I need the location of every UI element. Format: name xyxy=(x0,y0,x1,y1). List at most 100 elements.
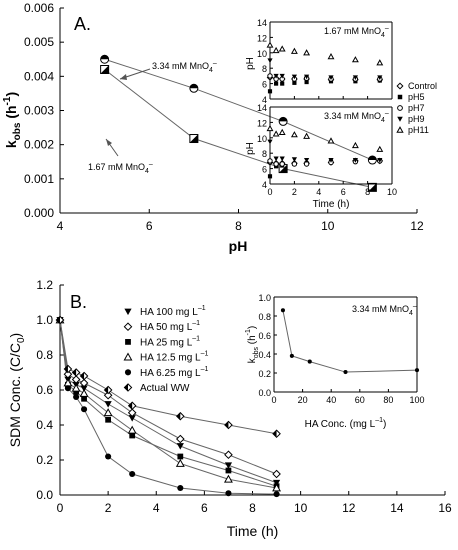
data-point xyxy=(176,411,185,421)
y-tick-label: 0.6 xyxy=(258,331,271,341)
data-point xyxy=(278,128,286,135)
legend-label: HA 12.5 mg L–1 xyxy=(140,351,208,364)
data-point xyxy=(103,385,113,395)
data-point xyxy=(79,388,89,397)
data-point xyxy=(272,479,281,487)
data-point xyxy=(127,425,137,434)
data-point xyxy=(267,73,273,79)
y-tick-label: 0.0 xyxy=(258,388,271,398)
data-point xyxy=(278,116,288,126)
data-point xyxy=(272,130,280,137)
y-tick-label: 0.8 xyxy=(258,312,271,322)
data-point xyxy=(414,368,420,373)
data-point xyxy=(175,458,185,467)
x-axis-title: Time (h) xyxy=(313,199,350,210)
y-tick-label: 0.0 xyxy=(36,488,53,502)
series-line xyxy=(282,310,418,373)
legend-label: Control xyxy=(408,81,437,91)
arrowhead xyxy=(106,139,112,146)
data-point xyxy=(376,59,384,66)
y-axis-title: pH xyxy=(245,142,256,155)
data-point xyxy=(273,161,279,167)
data-point xyxy=(129,470,136,478)
x-tick-label: 0 xyxy=(271,395,276,405)
panel-b-chart: 0 2 4 6 8 10 12 14 16 0.0 0.2 0.4 0.6 0.8 1.0 1.2 Time (… xyxy=(7,278,452,539)
data-point xyxy=(290,47,298,54)
data-point-fill xyxy=(368,183,377,192)
series-line xyxy=(104,69,373,188)
y-tick-label: 0.2 xyxy=(258,369,271,379)
panel-label: A. xyxy=(74,14,91,34)
data-point-fill xyxy=(224,421,229,429)
panel-a-inset-top: 4 6 8 10 12 14 pH 1.67 mM MnO4– xyxy=(245,18,393,105)
y-tick-label: 12 xyxy=(257,118,267,128)
x-tick-label: 2 xyxy=(105,501,112,515)
data-point xyxy=(273,156,279,162)
data-point xyxy=(352,75,358,81)
data-point xyxy=(225,490,232,497)
data-point xyxy=(176,434,185,444)
legend-marker xyxy=(125,339,131,345)
legend-marker xyxy=(123,352,133,361)
data-point xyxy=(367,182,377,192)
data-point xyxy=(304,79,309,85)
x-tick-label: 8 xyxy=(249,501,256,515)
y-tick-label: 1.2 xyxy=(36,278,53,292)
y-tick-label: 0.4 xyxy=(258,350,271,360)
panel-a-inset-bottom: 0 2 4 6 8 10 4 6 8 10 12 14 pH Time (h) 3.34 mM MnO4– xyxy=(245,103,397,210)
data-point xyxy=(100,54,110,64)
x-tick-label: 12 xyxy=(410,219,424,233)
data-point xyxy=(289,353,294,358)
legend-label: HA 50 mg L–1 xyxy=(140,320,200,333)
x-axis-title: pH xyxy=(229,238,248,254)
data-point xyxy=(103,408,113,417)
x-tick-label: 10 xyxy=(387,187,397,197)
x-tick-label: 4 xyxy=(316,187,321,197)
data-point xyxy=(327,53,335,60)
data-point xyxy=(73,393,80,401)
data-point xyxy=(278,45,286,52)
data-point xyxy=(352,158,358,163)
data-point xyxy=(100,65,110,74)
data-point xyxy=(104,401,112,408)
data-point-fill xyxy=(189,84,198,89)
panel-b-legend: HA 100 mg L–1 HA 50 mg L–1 HA 25 mg L–1 HA … xyxy=(123,305,208,394)
data-point xyxy=(224,420,233,430)
data-point xyxy=(176,443,184,450)
data-point xyxy=(81,406,88,413)
y-tick-label: 10 xyxy=(257,134,267,144)
data-point xyxy=(223,474,233,483)
y-tick-label: 0.4 xyxy=(36,418,53,432)
data-point-fill xyxy=(128,402,133,410)
x-tick-label: 0 xyxy=(57,501,64,515)
x-tick-label: 0 xyxy=(267,187,272,197)
legend-label: HA 6.25 mg L–1 xyxy=(140,366,208,379)
y-tick-label: 0.2 xyxy=(36,453,53,467)
data-point xyxy=(267,139,273,145)
y-tick-label: 4 xyxy=(262,95,267,105)
inset-annotation: 3.34 mM MnO4– xyxy=(352,303,417,317)
y-tick-label: 0.8 xyxy=(36,348,53,362)
data-point-fill xyxy=(176,412,181,420)
data-point xyxy=(266,41,274,48)
x-tick-label: 6 xyxy=(341,187,346,197)
y-tick-label: 1.0 xyxy=(36,313,53,327)
legend-marker xyxy=(123,383,133,392)
data-point xyxy=(81,395,87,402)
y-axis-title: kobs (h-1) xyxy=(2,92,23,148)
data-point xyxy=(280,308,285,313)
data-point-fill xyxy=(56,316,60,324)
data-point xyxy=(73,388,80,395)
data-point xyxy=(224,462,233,469)
panel-label: B. xyxy=(70,292,87,312)
legend-marker xyxy=(123,322,133,332)
legend-marker xyxy=(396,126,404,133)
x-tick-label: 60 xyxy=(355,395,365,405)
data-point-fill xyxy=(279,117,288,122)
data-point-fill xyxy=(80,372,85,380)
data-point xyxy=(377,75,383,81)
y-tick-label: 0.004 xyxy=(24,69,54,83)
data-point xyxy=(64,385,72,392)
x-tick-label: 100 xyxy=(409,395,424,405)
data-point xyxy=(71,375,81,384)
